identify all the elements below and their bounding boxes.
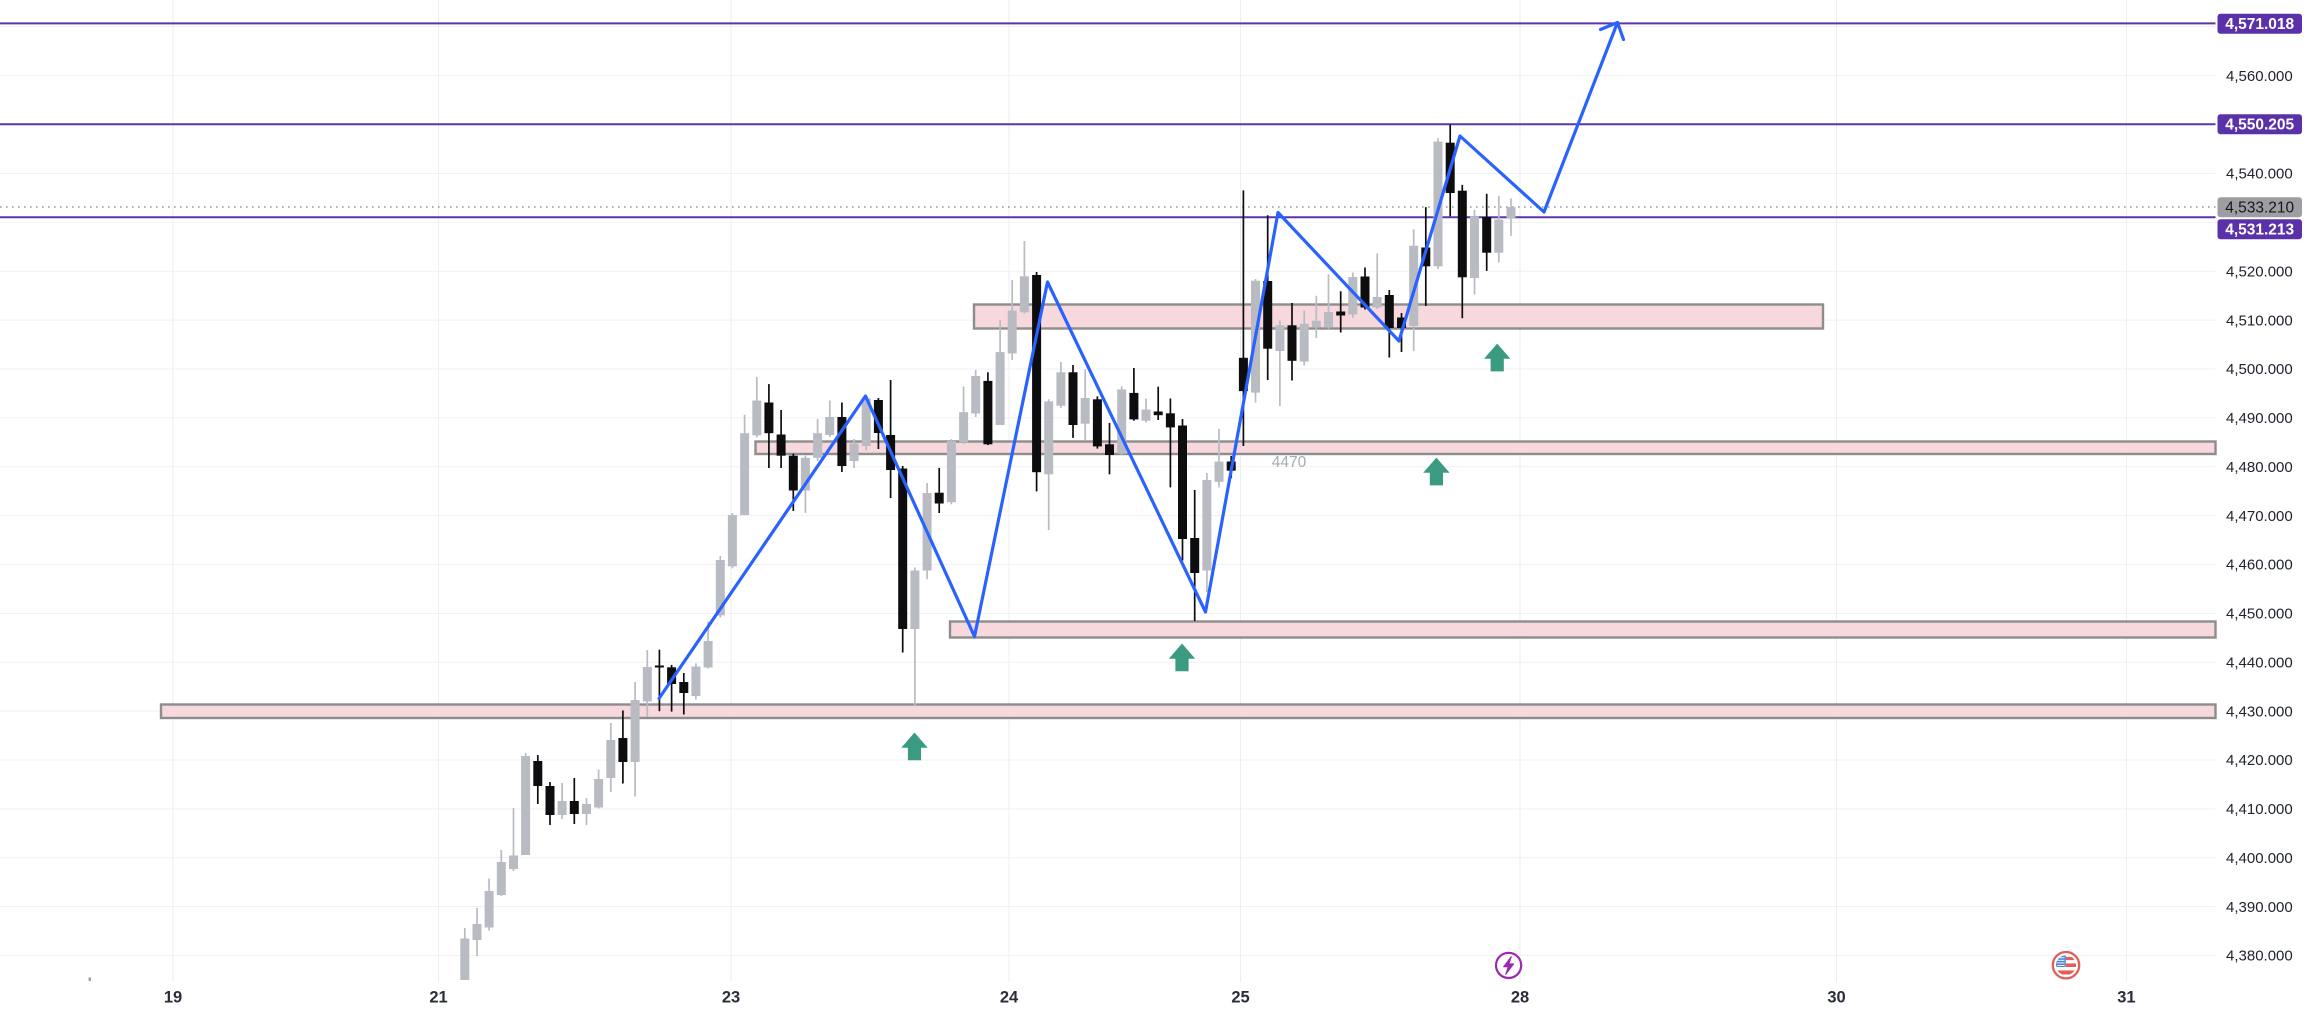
svg-text:28: 28	[1511, 989, 1529, 1007]
svg-text:4,380.000: 4,380.000	[2226, 948, 2293, 965]
svg-text:4,531.213: 4,531.213	[2225, 222, 2294, 239]
svg-text:4,533.210: 4,533.210	[2225, 200, 2294, 217]
svg-text:23: 23	[722, 989, 740, 1007]
svg-text:4,540.000: 4,540.000	[2226, 166, 2293, 183]
svg-text:19: 19	[164, 989, 182, 1007]
svg-text:4,430.000: 4,430.000	[2226, 703, 2293, 720]
svg-text:25: 25	[1231, 989, 1249, 1007]
svg-text:4,550.205: 4,550.205	[2225, 117, 2294, 134]
svg-text:4470: 4470	[1272, 454, 1307, 471]
svg-text:24: 24	[1000, 989, 1019, 1007]
svg-text:4,440.000: 4,440.000	[2226, 655, 2293, 672]
svg-text:4,390.000: 4,390.000	[2226, 899, 2293, 916]
svg-text:4,500.000: 4,500.000	[2226, 361, 2293, 378]
svg-text:4,410.000: 4,410.000	[2226, 801, 2293, 818]
svg-text:4,460.000: 4,460.000	[2226, 557, 2293, 574]
svg-text:4,490.000: 4,490.000	[2226, 410, 2293, 427]
svg-text:4,560.000: 4,560.000	[2226, 68, 2293, 85]
svg-text:4,510.000: 4,510.000	[2226, 312, 2293, 329]
svg-text:4,420.000: 4,420.000	[2226, 752, 2293, 769]
svg-text:30: 30	[1827, 989, 1845, 1007]
svg-text:31: 31	[2117, 989, 2135, 1007]
svg-text:4,470.000: 4,470.000	[2226, 508, 2293, 525]
svg-text:4,520.000: 4,520.000	[2226, 263, 2293, 280]
svg-text:4,450.000: 4,450.000	[2226, 606, 2293, 623]
svg-text:21: 21	[429, 989, 447, 1007]
svg-text:4,571.018: 4,571.018	[2225, 16, 2294, 33]
svg-text:4,480.000: 4,480.000	[2226, 459, 2293, 476]
svg-text:4,400.000: 4,400.000	[2226, 850, 2293, 867]
